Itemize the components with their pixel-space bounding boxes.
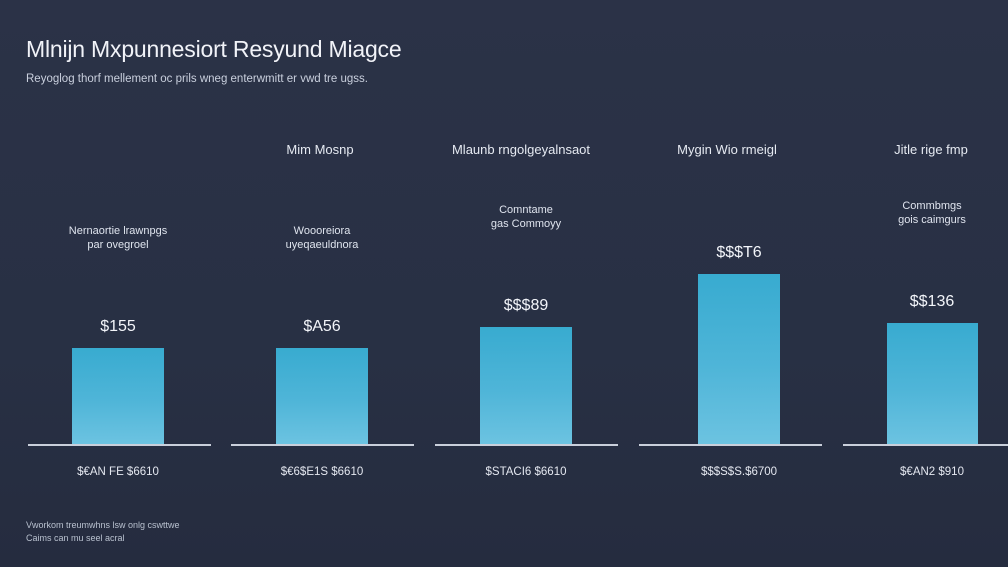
bar-description-line: Commbmgs xyxy=(902,200,962,212)
category-label: $$$S$S.$6700 xyxy=(700,466,778,478)
bar-description-line: gois caimgurs xyxy=(898,214,966,226)
group-title: Mygin Wio rmeigl xyxy=(677,142,777,157)
bar-description-line: Woooreiora xyxy=(293,225,351,237)
bar-description-line: Comntame xyxy=(499,204,553,216)
data-label: $$136 xyxy=(909,293,955,310)
baseline-segment xyxy=(231,444,414,446)
footnote: Vworkom treumwhns lsw onlg cswttwe Caims… xyxy=(26,519,180,545)
bar xyxy=(698,274,780,444)
data-label: $155 xyxy=(100,318,136,335)
baseline-segment xyxy=(435,444,618,446)
group-title: Mim Mosnp xyxy=(286,142,354,157)
bar xyxy=(276,348,368,444)
bar-description-line: uyeqaeuldnora xyxy=(285,239,359,251)
bar-description-line: gas Commoyy xyxy=(490,218,562,230)
chart-title: Mlnijn Mxpunnesiort Resyund Miagce xyxy=(26,36,402,62)
bar xyxy=(480,327,572,444)
baseline-segment xyxy=(639,444,822,446)
category-label: $€AN2 $910 xyxy=(900,466,964,478)
bar-description-line: par ovegroel xyxy=(87,239,149,251)
bar-description: Woooreiora uyeqaeuldnora xyxy=(286,224,359,252)
footnote-line-1: Vworkom treumwhns lsw onlg cswttwe xyxy=(26,520,180,530)
data-label: $$$89 xyxy=(503,297,549,314)
baseline-segment xyxy=(843,444,1008,446)
bar-description: Nernaortie lrawnpgs par ovegroel xyxy=(69,224,167,252)
bar-description-line: Nernaortie lrawnpgs xyxy=(68,225,168,237)
category-label: $STACI6 $6610 xyxy=(485,466,567,478)
bar-description: Comntame gas Commoyy xyxy=(491,203,561,231)
chart-subtitle: Reyoglog thorf mellement oc prils wneg e… xyxy=(26,73,368,85)
bar-description: Commbmgs gois caimgurs xyxy=(898,199,966,227)
footnote-line-2: Caims can mu seel acral xyxy=(26,533,125,543)
bar xyxy=(72,348,164,444)
category-label: $€AN FE $6610 xyxy=(77,466,159,478)
data-label: $$$T6 xyxy=(716,244,762,261)
baseline-segment xyxy=(28,444,211,446)
category-label: $€6$E1S $6610 xyxy=(280,466,364,478)
group-title: Mlaunb rngolgeyalnsaot xyxy=(451,142,591,157)
data-label: $A56 xyxy=(303,318,341,335)
bar xyxy=(886,323,978,444)
group-title: Jitle rige fmp xyxy=(894,142,968,157)
